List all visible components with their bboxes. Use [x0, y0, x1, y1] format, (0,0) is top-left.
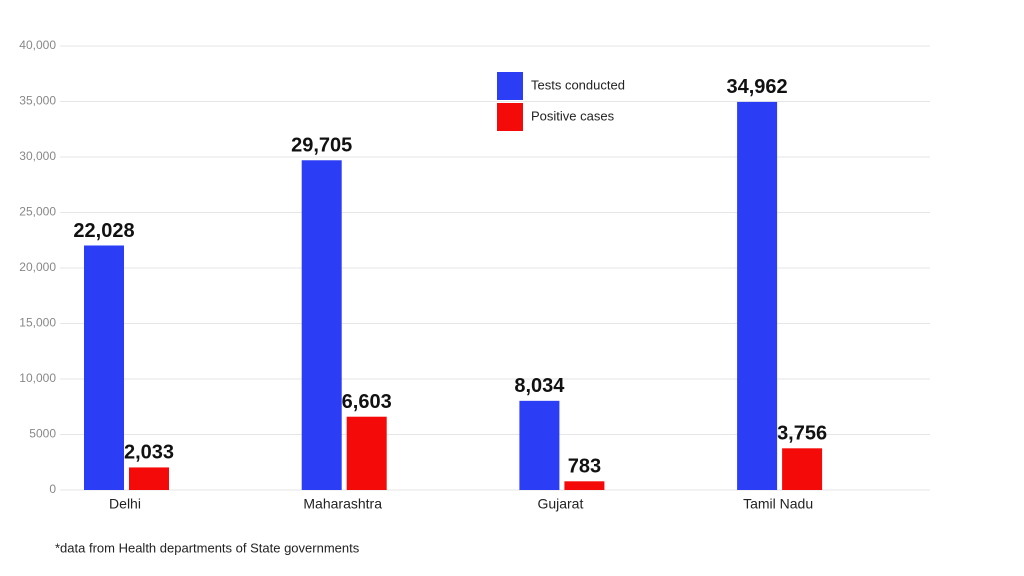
value-label: 22,028: [73, 220, 134, 242]
legend-label: Tests conducted: [531, 77, 625, 92]
x-tick-label: Gujarat: [537, 496, 583, 512]
y-tick-label: 25,000: [19, 205, 56, 219]
bar: [519, 400, 560, 490]
bar: [346, 416, 387, 490]
value-label: 29,705: [291, 135, 352, 157]
y-tick-label: 15,000: [19, 316, 56, 330]
bar: [564, 481, 605, 490]
x-tick-label: Tamil Nadu: [743, 496, 813, 512]
y-tick-label: 30,000: [19, 149, 56, 163]
y-tick-label: 35,000: [19, 94, 56, 108]
footnote: *data from Health departments of State g…: [55, 540, 360, 555]
value-label: 783: [568, 456, 601, 478]
value-label: 2,033: [124, 442, 174, 464]
x-tick-label: Delhi: [109, 496, 141, 512]
value-label: 34,962: [727, 76, 788, 98]
bar: [737, 101, 778, 490]
y-tick-label: 5000: [29, 427, 56, 441]
value-label: 6,603: [342, 391, 392, 413]
x-tick-label: Maharashtra: [303, 496, 382, 512]
bar: [782, 448, 823, 490]
y-tick-label: 0: [49, 482, 56, 496]
bar: [84, 245, 124, 490]
y-tick-label: 20,000: [19, 260, 56, 274]
value-label: 8,034: [514, 375, 565, 397]
legend-swatch: [497, 103, 523, 131]
bar: [301, 160, 342, 490]
legend-label: Positive cases: [531, 108, 615, 123]
legend-swatch: [497, 72, 523, 100]
bar: [129, 467, 169, 490]
y-tick-label: 40,000: [19, 38, 56, 52]
value-label: 3,756: [777, 423, 827, 445]
y-tick-label: 10,000: [19, 371, 56, 385]
